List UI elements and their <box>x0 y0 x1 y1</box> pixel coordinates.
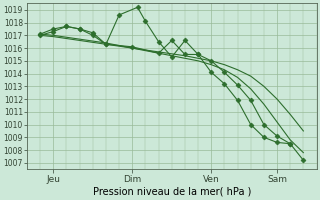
X-axis label: Pression niveau de la mer( hPa ): Pression niveau de la mer( hPa ) <box>92 187 251 197</box>
